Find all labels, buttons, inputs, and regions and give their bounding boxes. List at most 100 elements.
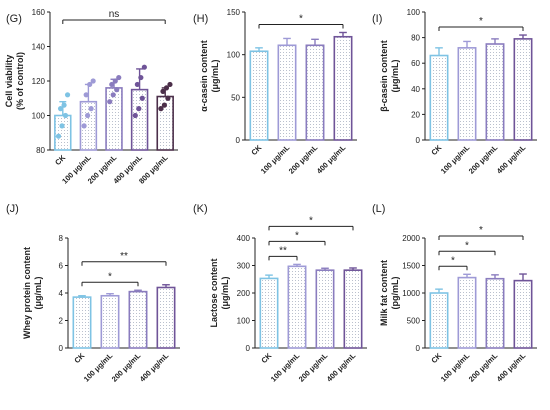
y-tick-label: 0 (59, 344, 64, 353)
y-tick-label: 0 (236, 136, 241, 145)
y-tick-label: 8 (59, 234, 64, 243)
y-tick-label: 100 (237, 317, 251, 326)
data-point (109, 81, 115, 88)
x-tick-label: 100 μg/mL (82, 351, 115, 384)
bar (429, 54, 449, 141)
x-tick-label: 400 μg/mL (138, 351, 171, 384)
significance-label: ** (279, 245, 287, 256)
x-tick-label: 200 μg/mL (467, 351, 500, 384)
data-point (134, 81, 140, 88)
panel-1: (H) α-casein content(μg/mL) 0 50 100 150 CK100… (193, 8, 357, 176)
data-point (64, 92, 71, 98)
data-point (139, 95, 145, 101)
data-point (55, 133, 62, 139)
bar (156, 286, 176, 349)
y-axis-label-line: α-casein content (199, 40, 209, 112)
x-tick-label: 200 μg/mL (467, 143, 500, 176)
x-tick-label: 400 μg/mL (495, 143, 528, 176)
data-point (167, 81, 173, 88)
panel-3: (J) Whey protein content(μg/mL) 0 2 4 6 8 CK100… (6, 203, 180, 384)
y-axis-label-line: (μg/mL) (390, 59, 400, 92)
data-point (116, 74, 122, 81)
data-point (83, 92, 89, 98)
y-tick-label: 0 (416, 344, 421, 353)
data-point (163, 85, 170, 91)
bar (457, 47, 477, 141)
y-tick-label: 4 (59, 289, 64, 298)
panel-letter: (I) (372, 13, 382, 25)
data-point (85, 112, 91, 119)
y-tick-label: 20 (411, 110, 420, 119)
significance-label: ** (120, 251, 128, 262)
significance-label: * (295, 230, 299, 241)
bar (485, 277, 505, 349)
y-axis-label-line: (% of control) (15, 52, 25, 110)
bar (485, 43, 505, 141)
y-tick-label: 200 (237, 289, 251, 298)
y-tick-label: 80 (411, 34, 420, 43)
panel-5: (L) Milk fat content(pg/mL) 0 500 1000 1500 20… (372, 203, 537, 384)
x-tick-label: 100 μg/mL (269, 351, 302, 384)
panel-letter: (J) (6, 203, 19, 215)
y-tick-label: 60 (411, 59, 420, 68)
panel-letter: (L) (372, 203, 385, 215)
y-axis-label: Cell viability(% of control) (4, 52, 25, 110)
significance-label: * (465, 240, 469, 251)
data-point (107, 99, 113, 105)
x-tick-label: 400 μg/mL (315, 143, 348, 176)
significance-label: * (309, 215, 313, 226)
data-point (160, 88, 166, 94)
y-axis-label-line: (μg/mL) (210, 59, 220, 92)
panel-0: (G) Cell viability(% of control) 80 100 120 1… (4, 8, 178, 186)
y-axis-label-line: Whey protein content (22, 247, 32, 339)
y-tick-label: 100 (227, 51, 241, 60)
y-axis-label-line: (μg/mL) (220, 276, 230, 309)
significance-label: * (451, 255, 455, 266)
y-axis-label-line: Lactose content (209, 258, 219, 327)
x-tick-label: 100 μg/mL (259, 143, 292, 176)
bar (249, 50, 269, 141)
bar (128, 290, 148, 349)
data-point (165, 95, 171, 101)
bar (72, 296, 92, 349)
x-tick-label: 200 μg/mL (297, 351, 330, 384)
bar (457, 276, 477, 349)
bar (513, 38, 533, 141)
data-point (59, 123, 65, 129)
data-point (87, 81, 93, 88)
bar (287, 265, 307, 349)
y-axis-label-line: (μg/mL) (33, 276, 43, 309)
x-tick-label: CK (429, 143, 443, 157)
y-axis-label-line: Cell viability (4, 55, 14, 108)
y-tick-label: 50 (231, 93, 240, 102)
y-axis-label: Lactose content(μg/mL) (209, 258, 230, 327)
y-axis-label-line: (pg/mL) (390, 277, 400, 310)
data-point (57, 106, 64, 112)
y-tick-label: 0 (416, 136, 421, 145)
y-tick-label: 140 (32, 43, 46, 52)
y-axis-label: Whey protein content(μg/mL) (22, 247, 43, 339)
y-tick-label: 80 (36, 146, 45, 155)
data-point (141, 64, 147, 70)
y-tick-label: 160 (32, 8, 46, 17)
y-tick-label: 120 (32, 77, 46, 86)
data-point (158, 106, 164, 112)
bar (259, 277, 279, 349)
significance-label: * (299, 13, 303, 24)
panel-letter: (K) (193, 203, 208, 215)
data-point (132, 112, 138, 119)
bar (315, 269, 335, 349)
x-tick-label: 200 μg/mL (110, 351, 143, 384)
y-tick-label: 500 (407, 317, 421, 326)
y-axis-label: α-casein content(μg/mL) (199, 40, 220, 112)
panel-letter: (H) (193, 13, 208, 25)
data-point (114, 87, 120, 93)
y-tick-label: 2000 (402, 234, 420, 243)
x-tick-label: CK (53, 153, 67, 167)
y-tick-label: 40 (411, 85, 420, 94)
y-tick-label: 300 (237, 262, 251, 271)
y-tick-label: 0 (246, 344, 251, 353)
bar (513, 279, 533, 349)
